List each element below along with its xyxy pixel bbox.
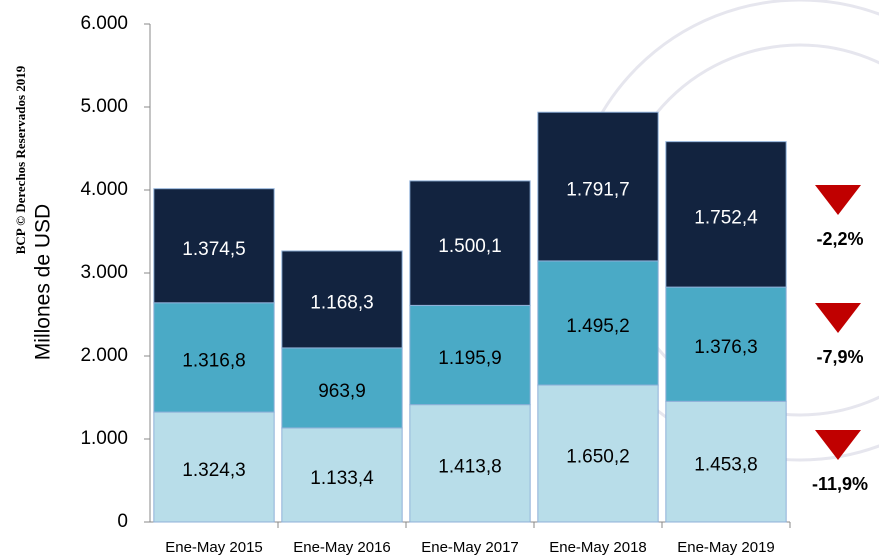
- value-label: 963,9: [318, 381, 366, 402]
- value-label: 1.376,3: [694, 337, 757, 358]
- y-tick-label: 1.000: [80, 428, 128, 449]
- y-tick-label: 2.000: [80, 345, 128, 366]
- annotation: -7,9%: [816, 347, 863, 367]
- down-triangle: [815, 303, 861, 333]
- x-tick-label: Ene-May 2016: [293, 539, 391, 556]
- annotation: -11,9%: [812, 474, 868, 494]
- side-label: BCP © Derechos Reservados 2019: [13, 65, 28, 254]
- y-tick-label: 6.000: [80, 13, 128, 34]
- value-label: 1.133,4: [310, 468, 374, 489]
- value-label: 1.500,1: [438, 236, 501, 257]
- value-label: 1.374,5: [182, 239, 245, 260]
- y-tick-label: 0: [117, 511, 128, 532]
- value-label: 1.791,7: [566, 180, 629, 201]
- y-tick-label: 4.000: [80, 179, 128, 200]
- value-label: 1.316,8: [182, 350, 245, 371]
- value-label: 1.495,2: [566, 316, 629, 337]
- down-triangle: [815, 430, 861, 460]
- value-label: 1.453,8: [694, 455, 757, 476]
- x-tick-label: Ene-May 2018: [549, 539, 647, 556]
- value-label: 1.752,4: [694, 207, 758, 228]
- y-tick-label: 5.000: [80, 96, 128, 117]
- x-tick-label: Ene-May 2017: [421, 539, 519, 556]
- x-tick-label: Ene-May 2015: [165, 539, 263, 556]
- annotation: -2,2%: [816, 229, 863, 249]
- value-label: 1.324,3: [182, 460, 245, 481]
- y-axis-label: Millones de USD: [32, 204, 55, 360]
- value-label: 1.413,8: [438, 456, 501, 477]
- value-label: 1.650,2: [566, 447, 629, 468]
- value-label: 1.195,9: [438, 348, 501, 369]
- chart: BCP © Derechos Reservados 2019 Millones …: [0, 0, 879, 560]
- x-tick-label: Ene-May 2019: [677, 539, 775, 556]
- value-label: 1.168,3: [310, 292, 373, 313]
- y-tick-label: 3.000: [80, 262, 128, 283]
- down-triangle: [815, 185, 861, 215]
